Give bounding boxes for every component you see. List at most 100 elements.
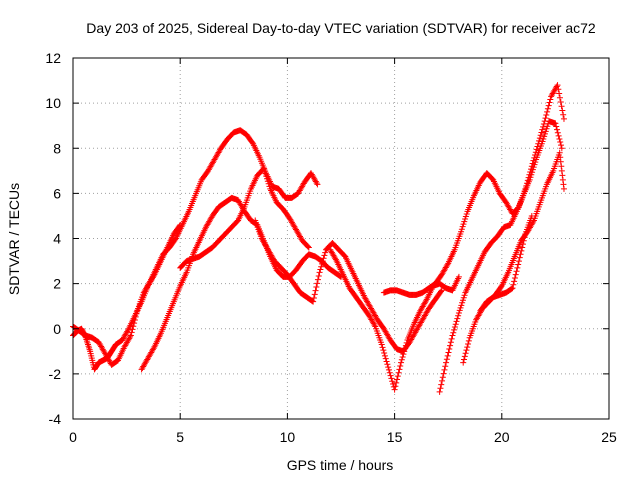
data-point xyxy=(453,318,460,325)
data-point xyxy=(381,350,388,357)
chart-title: Day 203 of 2025, Sidereal Day-to-day VTE… xyxy=(86,20,596,36)
data-point xyxy=(559,176,566,183)
data-point xyxy=(533,146,540,153)
data-point xyxy=(332,256,339,263)
data-point xyxy=(398,356,405,363)
data-point xyxy=(461,356,468,363)
data-point xyxy=(461,353,468,360)
data-point xyxy=(559,107,566,114)
data-point xyxy=(440,370,447,377)
data-point xyxy=(460,294,467,301)
data-point xyxy=(461,292,468,299)
data-point xyxy=(464,344,471,351)
data-point xyxy=(558,163,565,170)
data-point xyxy=(514,264,521,271)
data-point xyxy=(528,212,535,219)
y-tick-label: 10 xyxy=(45,95,61,111)
data-point xyxy=(127,333,134,340)
data-point xyxy=(540,123,547,130)
grid-lines xyxy=(73,58,609,419)
data-point xyxy=(305,244,312,251)
data-point xyxy=(131,317,138,324)
data-point xyxy=(458,302,465,309)
data-point xyxy=(264,175,271,182)
data-point xyxy=(443,356,450,363)
data-point xyxy=(309,298,316,305)
data-point xyxy=(536,135,543,142)
data-point xyxy=(381,352,388,359)
series-track-j xyxy=(477,212,535,314)
data-point xyxy=(317,266,324,273)
data-point xyxy=(127,332,134,339)
data-point xyxy=(450,329,457,336)
data-point xyxy=(389,378,396,385)
data-point xyxy=(383,358,390,365)
series-track-b xyxy=(70,127,321,368)
x-tick-label: 5 xyxy=(176,429,184,445)
data-point xyxy=(438,381,445,388)
data-point xyxy=(380,347,387,354)
data-point xyxy=(320,255,327,262)
data-point xyxy=(455,312,462,319)
data-point xyxy=(133,310,140,317)
data-point xyxy=(264,178,271,185)
data-point xyxy=(528,171,535,178)
data-point xyxy=(556,135,563,142)
data-point xyxy=(385,366,392,373)
data-point xyxy=(403,339,410,346)
data-point xyxy=(558,103,565,110)
data-point xyxy=(146,279,153,286)
data-point xyxy=(465,337,472,344)
y-axis-label: SDTVAR / TECUs xyxy=(6,183,22,295)
axis-ticks xyxy=(72,57,610,420)
data-point xyxy=(132,313,139,320)
data-point xyxy=(318,263,325,270)
data-point xyxy=(131,320,138,327)
data-point xyxy=(455,273,462,280)
data-point xyxy=(516,254,523,261)
x-tick-label: 20 xyxy=(494,429,510,445)
data-point xyxy=(543,111,550,118)
data-point xyxy=(545,102,552,109)
data-point xyxy=(394,373,401,380)
data-point xyxy=(399,353,406,360)
data-point xyxy=(310,298,317,305)
data-point xyxy=(457,304,464,311)
data-point xyxy=(542,128,549,135)
data-point xyxy=(536,137,543,144)
data-point xyxy=(263,173,270,180)
data-point xyxy=(316,269,323,276)
data-point xyxy=(558,167,565,174)
data-point xyxy=(544,108,551,115)
data-point xyxy=(315,273,322,280)
data-point xyxy=(150,345,157,352)
y-tick-label: 12 xyxy=(45,50,61,66)
data-point xyxy=(262,170,269,177)
data-point xyxy=(439,374,446,381)
data-point xyxy=(460,359,467,366)
y-tick-label: 2 xyxy=(53,276,61,292)
data-point xyxy=(560,115,567,122)
data-point xyxy=(124,327,131,334)
series-track-i xyxy=(460,149,567,366)
data-point xyxy=(265,180,272,187)
data-point xyxy=(438,287,445,294)
data-point xyxy=(465,340,472,347)
data-point xyxy=(530,218,537,225)
y-tick-label: 0 xyxy=(53,321,61,337)
data-point xyxy=(539,126,546,133)
data-point xyxy=(452,321,459,328)
data-point xyxy=(437,288,444,295)
data-point xyxy=(130,323,137,330)
y-tick-label: 6 xyxy=(53,185,61,201)
data-point xyxy=(557,98,564,105)
data-point xyxy=(540,135,547,142)
data-point xyxy=(459,297,466,304)
y-tick-label: 4 xyxy=(53,231,61,247)
data-point xyxy=(394,376,401,383)
data-point xyxy=(519,241,526,248)
data-point xyxy=(513,268,520,275)
data-point xyxy=(557,154,564,161)
data-point xyxy=(129,326,136,333)
data-point xyxy=(510,281,517,288)
